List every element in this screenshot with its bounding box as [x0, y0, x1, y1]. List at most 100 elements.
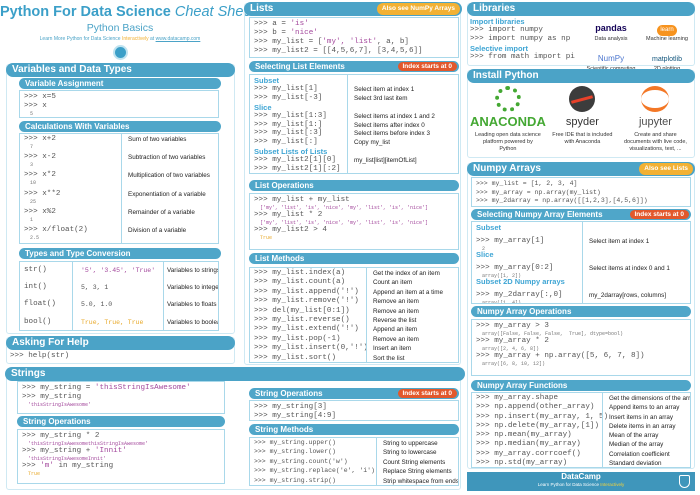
row-code: >>> my_string.strip() [250, 476, 376, 485]
code-text: >>> my_list.extend('!') [254, 325, 359, 334]
table-row: >>> my_list[1:] Select items after index … [250, 119, 458, 129]
datacamp-link[interactable]: www.datacamp.com [155, 36, 201, 42]
code-line: >>> my_string.upper() [254, 439, 372, 448]
code-text: , a, b] [377, 38, 409, 46]
string-ops-code: >>> my_string * 2'thisStringIsAwesomethi… [17, 429, 225, 484]
row-description: Exponentiation of a variable [121, 188, 218, 207]
row-code: >>> my_string.count('w') [250, 457, 376, 466]
code-text: >>> my_list.count(a) [254, 278, 346, 287]
code-text: >>> np.median(my_array) [476, 440, 581, 449]
description: my_2darray[rows, columns] [589, 291, 666, 299]
code-line: >>> x**2 [24, 190, 117, 199]
code-text: >>> my_list.reverse() [254, 316, 350, 325]
string-methods-table: >>> my_string.upper() String to uppercase… [249, 437, 459, 486]
output-line: 7 [30, 144, 34, 150]
description: Append an item at a time [373, 288, 444, 296]
description: Select 3rd last item [354, 94, 408, 102]
table-row: >>> my_list2[1][0] my_list[list][itemOfLi… [250, 155, 458, 164]
table-row: >>> my_array[1] 2 Select item at index 1 [472, 235, 690, 252]
code-text: >>> x=5 [24, 93, 56, 101]
install-items: ANACONDA Leading open data science platfo… [470, 86, 692, 153]
table-body: >>> my_list.index(a) Get the index of an … [250, 268, 458, 362]
row-description: Median of the array [602, 439, 690, 449]
code-line: >>> import numpy [470, 26, 585, 35]
code-text: >>> my_list2[1][0] [254, 156, 337, 165]
see-lists-badge[interactable]: Also see Lists [639, 163, 693, 175]
code-text: >>> x/float(2) [24, 225, 88, 234]
code-line: >>> my_2darray[:,0] [476, 291, 578, 300]
table-row: >>> np.insert(my_array, 1, 5) Insert item… [472, 411, 690, 421]
types-table: str() '5', '3.45', 'True' Variables to str… [19, 261, 219, 331]
code-text: >>> x*2 [24, 171, 56, 180]
numpy-ops-title: Numpy Array Operations [471, 306, 691, 317]
description: Select item at index 1 [354, 85, 415, 93]
code-line: >>> my_list[1] [254, 85, 343, 94]
page-subtitle: Python Basics [86, 22, 154, 34]
row-description [347, 164, 458, 173]
row-code: >>> my_list.reverse() [250, 315, 366, 324]
table-row: >>> my_2darray[:,0] array([1, 4]) my_2darr… [472, 289, 690, 303]
code-text: >>> x**2 [24, 189, 61, 198]
code-text: >>> my_list[1] [254, 84, 318, 93]
select-list-table: Subset >>> my_list[1] Select item at index… [249, 74, 459, 174]
table-row: >>> np.median(my_array) Median of the arr… [472, 439, 690, 449]
code-line: >>> x=5 [24, 93, 214, 102]
output-line: ['my', 'list', 'is', 'nice', 'my', 'list… [260, 205, 429, 211]
type-values: 5.0, 1.0 [72, 296, 163, 314]
selective-import-label: Selective import [470, 44, 528, 53]
footer: DataCamp Learn Python for Data Science I… [467, 472, 695, 491]
row-description: Multiplication of two variables [121, 170, 218, 189]
description: String to lowercase [383, 449, 437, 457]
row-description: Sort the list [366, 352, 458, 362]
output-line: 10 [30, 180, 37, 187]
table-body: Subset >>> my_array[1] 2 Select item at ind… [472, 222, 690, 303]
strings-intro-code: >>> my_string = 'thisStringIsAwesome' >>>… [17, 381, 225, 414]
code-text: >>> x [24, 102, 47, 110]
row-code: >>> x+2 7 [20, 134, 121, 152]
row-code: >>> my_array.corrcoef() [472, 449, 602, 458]
description: Multiplication of two variables [128, 172, 210, 180]
description: Replace String elements [383, 468, 452, 476]
description: Division of a variable [128, 226, 187, 234]
output-line: array([2, 4, 6, 8]) [482, 346, 540, 352]
table-row: >>> x%2 1 Remainder of a variable [20, 206, 218, 225]
description: Exponentiation of a variable [128, 190, 206, 198]
type-function: float() [24, 300, 56, 309]
row-code: >>> x-2 3 [20, 152, 121, 170]
row-description [582, 276, 690, 290]
description: Append an item [373, 326, 418, 334]
row-code: >>> np.std(my_array) [472, 458, 602, 467]
numpy-funcs-table: >>> my_array.shape Get the dimensions of … [471, 392, 691, 468]
row-code: Subset 2D Numpy arrays [472, 276, 582, 290]
libraries-title: Libraries [467, 2, 695, 16]
row-code: >>> my_list[-3] [250, 93, 347, 102]
title-italic: Cheat Sheet [174, 4, 256, 20]
see-numpy-badge[interactable]: Also see NumPy Arrays [376, 3, 460, 15]
code-line: >>> my_list.insert(0,'!') [254, 344, 368, 353]
section-label: Subset [254, 76, 280, 85]
table-row: Slice [472, 249, 690, 263]
numpy-intro-code: >>> my_list = [1, 2, 3, 4] >>> my_array =… [471, 177, 691, 207]
row-description: Remove an item [366, 305, 458, 316]
list-ops-title: List Operations [249, 180, 459, 191]
table-row: >>> my_string.count('w') Count String ele… [250, 456, 458, 467]
numpy-title: Numpy Arrays Also see Lists [467, 162, 695, 176]
code-line: >>> my_string [22, 393, 220, 402]
row-code: >>> my_list[:3] [250, 128, 347, 137]
row-description: Get the index of an item [366, 268, 458, 278]
library-caption: Data analysis [594, 36, 628, 42]
row-code: >>> my_array.shape [472, 393, 602, 402]
numpy-select-table: Subset >>> my_array[1] 2 Select item at ind… [471, 221, 691, 304]
row-description: Reverse the list [366, 315, 458, 325]
description: Remove an item [373, 307, 419, 315]
code-line: >>> my_string + 'Innit' [22, 447, 220, 456]
select-list-title: Selecting List Elements Index starts at 0 [249, 61, 459, 72]
code-line: >>> del(my_list[0:1]) [254, 307, 362, 316]
code-line: >>> x/float(2) [24, 226, 117, 235]
install-item: ANACONDA Leading open data science platfo… [470, 86, 546, 153]
row-code: >>> del(my_list[0:1]) [250, 306, 366, 315]
numpy-funcs-title: Numpy Array Functions [471, 380, 691, 391]
code-line: >>> my_2darray = np.array([[1,2,3],[4,5,… [476, 197, 686, 206]
code-text: >>> my_string.replace('e', 'i') [254, 467, 375, 475]
row-description: Count an item [366, 277, 458, 287]
